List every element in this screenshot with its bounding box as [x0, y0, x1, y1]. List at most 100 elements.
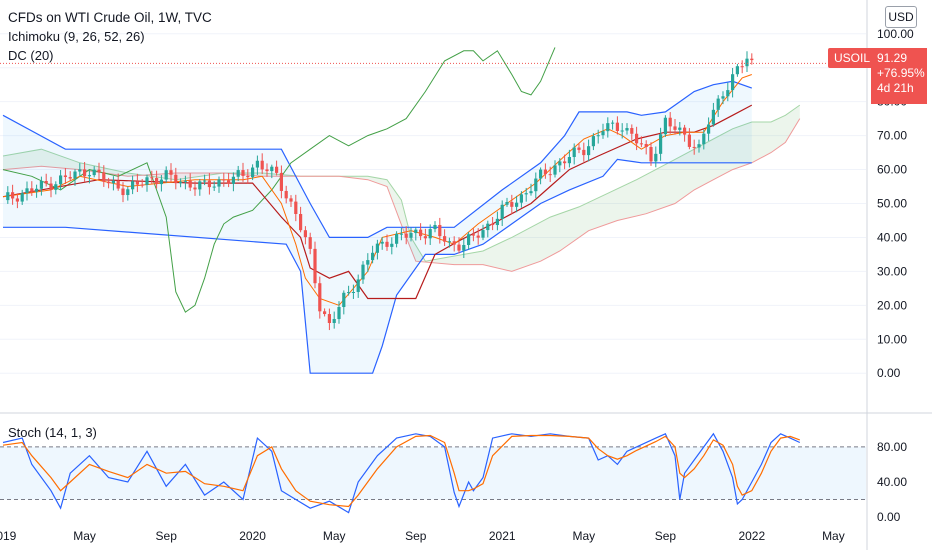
candle-body [582, 149, 586, 156]
candle-body [601, 131, 605, 136]
candle-body [606, 123, 610, 132]
candle-body [519, 194, 523, 203]
candle-body [246, 175, 250, 178]
candle-body [443, 236, 447, 242]
axes: 100.0090.0080.0070.0060.0050.0040.0030.0… [0, 27, 914, 543]
candle-body [375, 243, 379, 253]
last-price-tag: 91.29 +76.95% 4d 21h [871, 48, 927, 104]
donchian-upper [2, 80, 753, 238]
stochastic-pane [0, 432, 866, 514]
candle-body [145, 177, 149, 185]
donchian-legend[interactable]: DC (20) [8, 48, 54, 63]
candle-body [241, 170, 245, 176]
candle-body [174, 174, 178, 184]
candle-body [188, 180, 192, 188]
candle-body [587, 146, 591, 156]
chart-title[interactable]: CFDs on WTI Crude Oil, 1W, TVC [8, 10, 212, 25]
candle-body [236, 170, 240, 177]
candle-body [654, 153, 658, 162]
stoch-tick-label: 80.00 [877, 440, 907, 454]
candle-body [92, 169, 96, 176]
candle-body [380, 241, 384, 244]
candle-body [543, 169, 547, 175]
candle-body [731, 74, 735, 91]
currency-badge[interactable]: USD [885, 6, 917, 28]
candle-body [659, 134, 663, 154]
candle-body [481, 230, 485, 238]
price-tick-label: 70.00 [877, 129, 907, 143]
candle-body [625, 128, 629, 131]
candle-body [438, 224, 442, 237]
candle-body [227, 180, 231, 184]
candle-body [179, 181, 183, 184]
candle-body [121, 188, 125, 196]
candle-body [611, 122, 615, 124]
candle-body [6, 192, 10, 201]
candle-body [39, 181, 43, 189]
candle-body [371, 252, 375, 261]
candle-body [49, 183, 53, 190]
candle-body [649, 147, 653, 162]
time-tick-label: May [572, 529, 595, 543]
donchian-fill [3, 81, 752, 374]
candle-body [447, 241, 451, 243]
candle-body [270, 166, 274, 172]
candle-body [30, 188, 34, 192]
price-tick-label: 100.00 [877, 27, 914, 41]
candle-body [678, 127, 682, 130]
candle-body [164, 170, 168, 180]
candle-body [548, 174, 552, 176]
candle-body [404, 233, 408, 238]
candle-body [260, 160, 264, 170]
candle-body [231, 176, 235, 184]
stoch-band [0, 446, 866, 500]
candle-body [116, 180, 120, 189]
candle-body [452, 241, 456, 245]
candle-body [255, 160, 259, 168]
time-tick-label: May [822, 529, 845, 543]
candle-body [212, 186, 216, 188]
donchian-channel [2, 80, 753, 374]
candle-body [347, 292, 351, 294]
candle-body [673, 126, 677, 130]
candle-body [155, 178, 159, 185]
candle-body [577, 147, 581, 150]
candle-body [390, 243, 394, 247]
candle-body [495, 218, 499, 226]
candle-body [279, 172, 283, 191]
candle-body [11, 192, 15, 199]
candle-body [702, 133, 706, 145]
time-tick-label: 2020 [239, 529, 266, 543]
candle-body [414, 229, 418, 234]
candle-body [63, 175, 67, 178]
candle-body [97, 169, 101, 173]
candle-body [78, 169, 82, 172]
stoch-legend[interactable]: Stoch (14, 1, 3) [8, 425, 97, 440]
candle-body [323, 311, 327, 315]
symbol-tag: USOIL [828, 48, 877, 68]
stoch-k-line [2, 432, 801, 514]
donchian-lower [3, 158, 752, 374]
candle-body [692, 146, 696, 148]
candle-body [750, 58, 754, 61]
time-tick-label: Sep [655, 529, 677, 543]
candle-body [639, 143, 643, 145]
stoch-d-line [2, 434, 801, 508]
candle-body [222, 179, 226, 181]
stoch-tick-label: 40.00 [877, 475, 907, 489]
candle-body [683, 127, 687, 135]
ichimoku-legend[interactable]: Ichimoku (9, 26, 52, 26) [8, 29, 145, 44]
candle-body [524, 193, 528, 195]
candle-body [356, 279, 360, 293]
candle-body [284, 190, 288, 199]
candle-body [385, 241, 389, 247]
candle-body [198, 181, 202, 190]
candle-body [707, 124, 711, 134]
candle-body [140, 184, 144, 186]
candle-body [203, 180, 207, 182]
candle-body [294, 201, 298, 214]
candle-body [534, 178, 538, 192]
time-tick-label: Sep [405, 529, 427, 543]
